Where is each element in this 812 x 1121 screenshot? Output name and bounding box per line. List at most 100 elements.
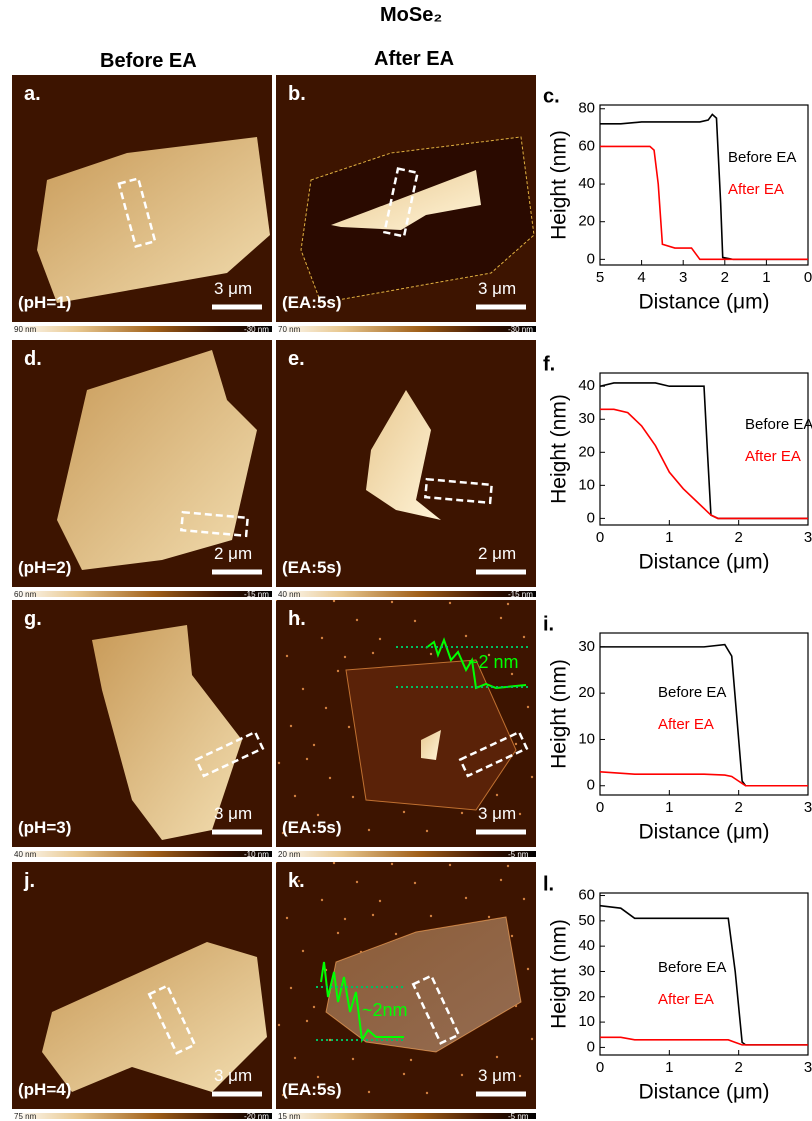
speckle [511,935,513,937]
y-tick-label: 10 [578,1013,595,1030]
speckle [290,725,292,727]
afm-image: b.(EA:5s)3 μm [276,75,536,322]
colorbar-min: -30 nm [508,325,533,334]
speckle [352,1058,354,1060]
y-tick-label: 30 [578,410,595,427]
speckle [294,1057,296,1059]
x-tick-label: 2 [734,529,742,546]
condition-label: (EA:5s) [282,558,342,578]
line-profile-box [425,479,491,503]
speckle [278,1024,280,1026]
speckle [329,777,331,779]
speckle [333,600,335,602]
colorbar-max: 20 nm [278,850,300,859]
speckle [461,812,463,814]
x-tick-label: 1 [762,269,770,286]
y-tick-label: 20 [578,213,595,230]
speckle [395,933,397,935]
y-tick-label: 60 [578,887,595,904]
speckle [379,900,381,902]
x-tick-label: 1 [665,529,673,546]
speckle [372,652,374,654]
speckle [372,914,374,916]
figure: MoSe₂ Before EA After EA 020406080543210… [0,0,812,1121]
panel-label: a. [24,83,41,106]
panel-label: e. [288,348,305,371]
x-tick-label: 1 [665,799,673,816]
speckle [426,830,428,832]
speckle [461,1074,463,1076]
y-tick-label: 40 [578,377,595,394]
speckle [302,950,304,952]
colorbar [276,591,536,597]
y-tick-label: 50 [578,912,595,929]
x-axis-label: Distance (μm) [638,1081,769,1104]
speckle [414,882,416,884]
speckle [276,600,277,601]
colorbar-max: 60 nm [14,590,36,599]
speckle [414,620,416,622]
condition-label: (pH=4) [18,1080,71,1100]
speckle [313,1006,315,1008]
speckle [368,1091,370,1093]
scale-bar-label: 2 μm [478,544,516,564]
colorbar-min: -30 nm [244,325,269,334]
speckle [507,603,509,605]
y-tick-label: 20 [578,443,595,460]
speckle [430,915,432,917]
colorbar-min: -5 nm [508,1112,528,1121]
speckle [496,794,498,796]
y-tick-label: 20 [578,684,595,701]
y-axis-label: Height (nm) [548,394,571,504]
speckle [465,897,467,899]
scale-bar-label: 3 μm [214,804,252,824]
colorbar [276,326,536,332]
panel-label: f. [543,353,555,375]
speckle [294,795,296,797]
speckle [523,898,525,900]
condition-label: (pH=3) [18,818,71,838]
panel-label: i. [543,613,554,635]
speckle [391,601,393,603]
scale-bar-label: 3 μm [214,279,252,299]
y-axis-label: Height (nm) [548,659,571,769]
panel-label: h. [288,608,306,631]
legend-entry: Before EA [745,416,812,433]
x-tick-label: 3 [804,529,812,546]
y-tick-label: 60 [578,137,595,154]
afm-image: d.(pH=2)2 μm [12,340,272,587]
legend-entry: Before EA [658,684,726,701]
speckle [329,1039,331,1041]
speckle [500,617,502,619]
panel-label: d. [24,348,42,371]
speckle [449,602,451,604]
x-tick-label: 3 [804,799,812,816]
y-tick-label: 10 [578,476,595,493]
y-tick-label: 20 [578,988,595,1005]
panel-label: j. [24,870,35,893]
y-tick-label: 0 [587,777,595,794]
speckle [496,1056,498,1058]
condition-label: (pH=2) [18,558,71,578]
speckle [511,673,513,675]
afm-image: a.(pH=1)3 μm [12,75,272,322]
x-tick-label: 0 [596,529,604,546]
colorbar [12,591,272,597]
legend-entry: After EA [658,716,714,733]
colorbar [12,1113,272,1119]
x-tick-label: 0 [596,799,604,816]
data-line [600,772,808,786]
flake [326,917,521,1052]
speckle [286,917,288,919]
speckle [426,1092,428,1094]
x-axis-label: Distance (μm) [638,291,769,314]
speckle [379,638,381,640]
speckle [527,968,529,970]
x-axis-label: Distance (μm) [638,551,769,574]
colorbar-min: -15 nm [508,590,533,599]
x-tick-label: 0 [804,269,812,286]
colorbar [12,851,272,857]
x-tick-label: 1 [665,1059,673,1076]
x-tick-label: 3 [804,1059,812,1076]
scale-bar-label: 3 μm [478,804,516,824]
